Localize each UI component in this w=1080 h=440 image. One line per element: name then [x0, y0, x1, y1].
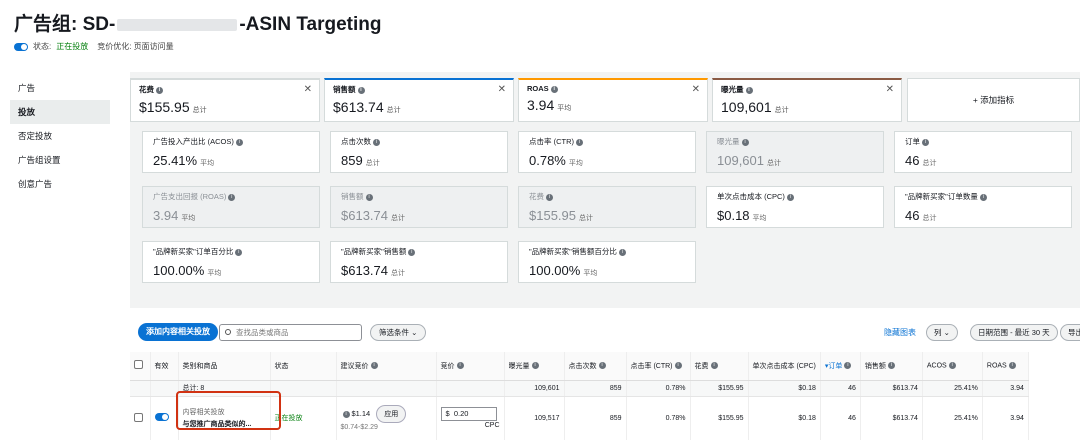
filter-button[interactable]: 筛选条件 ⌄	[370, 324, 427, 341]
sidebar: 广告 投放 否定投放 广告组设置 创意广告	[10, 76, 110, 196]
col-header[interactable]: 状态	[270, 352, 337, 381]
col-header[interactable]: 点击次数 i	[564, 352, 627, 381]
metric-card-roas[interactable]: 广告支出回报 (ROAS) i 3.94 平均	[142, 186, 320, 228]
close-icon[interactable]: ✕	[303, 84, 312, 95]
redacted-text	[117, 18, 238, 31]
metric-card-acos[interactable]: 广告投入产出比 (ACOS) i 25.41% 平均	[142, 131, 320, 173]
info-icon: i	[546, 193, 553, 201]
row-category[interactable]: 内容相关投放 与您推广商品类似的...	[178, 396, 271, 440]
col-header[interactable]: 点击率 (CTR) i	[626, 352, 691, 381]
row-suggested-bid: i $1.14 应用 $0.74-$2.29	[336, 396, 437, 440]
metric-card-impressions[interactable]: 曝光量 i 109,601 总计	[706, 131, 884, 173]
sidebar-item-creative[interactable]: 创意广告	[18, 179, 53, 189]
info-icon: i	[745, 86, 753, 94]
metric-card-ntb-order-pct[interactable]: "品牌新买家"订单百分比 i 100.00% 平均	[142, 241, 320, 283]
row-status: 正在投放	[270, 396, 337, 440]
metric-card-clicks[interactable]: 点击次数 i 859 总计	[330, 131, 508, 173]
export-button[interactable]: 导出	[1060, 324, 1080, 341]
info-icon: i	[235, 248, 243, 256]
close-icon[interactable]: ✕	[497, 84, 506, 95]
metric-card-ntb-sales-pct[interactable]: "品牌新买家"销售额百分比 i 100.00% 平均	[518, 241, 696, 283]
info-icon: i	[228, 193, 236, 201]
kpi-sales[interactable]: 销售额 i $613.74 总计 ✕	[324, 78, 514, 122]
col-header[interactable]: 竞价 i	[436, 352, 505, 381]
bid-input[interactable]: $ 0.20	[440, 407, 497, 422]
search-icon	[225, 329, 231, 335]
info-icon: i	[373, 138, 380, 146]
sidebar-item-settings[interactable]: 广告组设置	[18, 155, 61, 165]
date-range-button[interactable]: 日期范围 - 最近 30 天	[970, 324, 1058, 341]
close-icon[interactable]: ✕	[691, 84, 700, 95]
table-toolbar: 添加内容相关投放 查找品类或商品 筛选条件 ⌄ 隐藏图表 列 ⌄ 日期范围 - …	[138, 323, 1080, 343]
row-checkbox[interactable]	[130, 396, 151, 440]
col-header-sorted[interactable]: ▾订单 i	[820, 352, 861, 381]
info-icon: i	[550, 85, 558, 93]
info-icon: i	[922, 138, 929, 146]
info-icon: i	[979, 193, 987, 201]
sidebar-item-negative[interactable]: 否定投放	[18, 131, 53, 141]
sidebar-item-ads[interactable]: 广告	[18, 83, 36, 93]
status-toggle[interactable]	[14, 42, 28, 51]
row-active-toggle[interactable]	[150, 396, 179, 440]
table-row: 内容相关投放 与您推广商品类似的... 正在投放 i $1.14 应用 $0.74-$…	[130, 396, 1029, 440]
add-metric-button[interactable]: + 添加指标	[907, 78, 1080, 122]
bid-optimization: 竞价优化: 页面访问量	[97, 42, 174, 51]
col-header[interactable]: 建议竞价 i	[336, 352, 437, 381]
col-header[interactable]: 曝光量 i	[504, 352, 565, 381]
kpi-impressions[interactable]: 曝光量 i 109,601 总计 ✕	[712, 78, 902, 122]
page-title: 广告组: SD- -ASIN Targeting	[14, 14, 382, 35]
col-header[interactable]: 花费 i	[690, 352, 749, 381]
chevron-down-icon: ⌄	[943, 328, 950, 337]
col-header[interactable]: ROAS i	[982, 352, 1029, 381]
kpi-roas[interactable]: ROAS i 3.94 平均 ✕	[518, 78, 708, 122]
col-header[interactable]: ACOS i	[922, 352, 983, 381]
info-icon: i	[365, 193, 373, 201]
highlight-box	[176, 391, 281, 430]
metric-card-spend[interactable]: 花费 i $155.95 总计	[518, 186, 696, 228]
kpi-spend[interactable]: 花费 i $155.95 总计 ✕	[130, 78, 320, 122]
info-icon: i	[357, 86, 365, 94]
info-icon: i	[156, 86, 163, 94]
col-header[interactable]: 有效	[150, 352, 179, 381]
info-icon: i	[408, 248, 416, 256]
row-bid[interactable]: $ 0.20 CPC	[436, 396, 505, 440]
info-icon: i	[741, 138, 749, 146]
col-header[interactable]: 类别和商品	[178, 352, 271, 381]
columns-button[interactable]: 列 ⌄	[926, 324, 958, 341]
metric-card-ntb-orders[interactable]: "品牌新买家"订单数量 i 46 总计	[894, 186, 1072, 228]
status-bar: 状态: 正在投放 竞价优化: 页面访问量	[14, 41, 174, 52]
info-icon: i	[618, 248, 626, 256]
sidebar-item-targeting[interactable]: 投放	[10, 100, 110, 124]
metric-card-ntb-sales[interactable]: "品牌新买家"销售额 i $613.74 总计	[330, 241, 508, 283]
info-icon: i	[235, 138, 243, 146]
info-icon: i	[576, 138, 583, 146]
col-header[interactable]: 单次点击成本 (CPC)	[748, 352, 821, 381]
metric-card-orders[interactable]: 订单 i 46 总计	[894, 131, 1072, 173]
hide-chart-link[interactable]: 隐藏图表	[884, 328, 916, 337]
metric-card-cpc[interactable]: 单次点击成本 (CPC) i $0.18 平均	[706, 186, 884, 228]
col-header[interactable]: 销售额 i	[860, 352, 923, 381]
add-targeting-button[interactable]: 添加内容相关投放	[138, 323, 218, 341]
table-header-row: 有效 类别和商品 状态 建议竞价 i 竞价 i 曝光量 i 点击次数 i 点击率 (CT…	[130, 352, 1029, 381]
info-icon: i	[786, 193, 794, 201]
chevron-down-icon: ⌄	[411, 328, 418, 337]
metric-card-sales[interactable]: 销售额 i $613.74 总计	[330, 186, 508, 228]
select-all-checkbox[interactable]	[130, 352, 151, 381]
metric-card-ctr[interactable]: 点击率 (CTR) i 0.78% 平均	[518, 131, 696, 173]
search-input[interactable]: 查找品类或商品	[219, 324, 362, 341]
status-value: 正在投放	[56, 42, 89, 51]
close-icon[interactable]: ✕	[885, 84, 894, 95]
apply-button[interactable]: 应用	[376, 405, 407, 424]
